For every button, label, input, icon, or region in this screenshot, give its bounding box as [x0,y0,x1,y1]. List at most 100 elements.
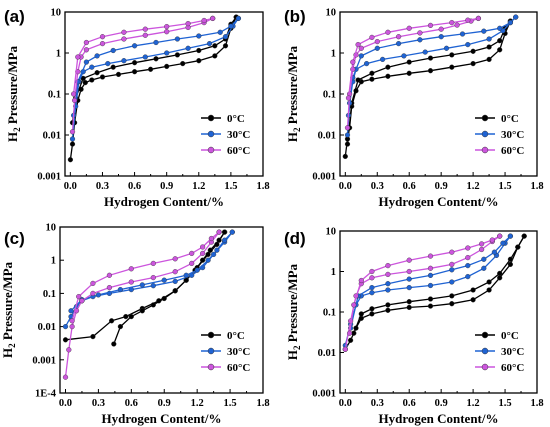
x-tick-label: 0.6 [125,398,138,409]
x-tick-label: 1.8 [530,181,543,192]
data-point [358,311,364,317]
x-tick-label: 0.6 [403,181,416,192]
data-point [66,347,72,353]
y-tick-label: 1 [331,267,336,278]
data-point [69,129,76,135]
data-point [222,237,228,243]
data-point [470,297,476,303]
data-point [369,34,375,41]
data-point [90,334,96,340]
legend-swatch-marker [207,146,215,154]
x-tick-label: 0.9 [435,181,448,192]
data-point [212,53,218,59]
des-line [72,17,213,95]
data-point [196,58,202,64]
data-point [438,34,444,40]
data-point [172,278,178,285]
x-tick-label: 0.0 [339,398,352,409]
chart-panel-4: 0.0 0.3 0.6 0.9 1.2 1.5 1.8 0.001 0.01 0.1 1 10 Hydr… [284,227,544,427]
data-point [121,58,127,64]
data-point [180,60,186,67]
data-point [489,237,495,243]
series-60C [69,15,216,135]
data-point [214,247,220,253]
x-tick-label: 1.2 [467,398,480,409]
data-point [94,53,100,59]
data-point [449,249,455,255]
data-point [216,237,222,243]
data-point [94,70,100,76]
data-point [427,303,434,309]
data-point [459,31,466,37]
series-60C [62,229,222,380]
data-point [347,330,353,336]
data-point [507,261,514,268]
data-point [475,15,482,22]
legend-swatch-marker [481,114,489,122]
data-point [106,272,113,278]
legend: 0°C 30°C 60°C [201,113,250,157]
data-point [62,337,69,343]
legend-label: 30°C [227,129,250,141]
data-point [374,38,380,45]
legend-label: 60°C [501,362,524,374]
data-point [95,292,102,298]
data-point [69,324,75,330]
data-point [153,56,159,62]
data-point [369,275,375,281]
data-point [385,281,391,287]
data-point [207,247,213,253]
y-tick-label: 1 [51,256,56,267]
data-point [164,29,170,35]
data-point [139,282,145,288]
y-tick-label: 1 [331,49,336,60]
data-point [449,261,455,268]
y-tick-label: 10 [51,8,62,19]
x-tick-label: 1.8 [256,398,269,409]
data-point [217,29,223,35]
data-point [486,36,492,42]
data-point [465,274,471,280]
data-point [406,299,412,305]
data-point [342,346,348,352]
data-point [183,272,189,278]
abs-line [64,231,233,327]
data-point [200,250,206,257]
data-point [200,244,206,250]
x-tick-label: 1.8 [530,398,543,409]
data-point [69,318,75,324]
data-point [369,268,375,275]
data-point [351,302,357,308]
x-tick-label: 0.9 [158,398,171,409]
data-point [465,255,471,261]
data-point [128,314,134,320]
series-0C [67,14,239,163]
data-point [479,246,485,253]
des-line [347,17,479,99]
data-point [69,141,76,147]
data-point [465,17,471,23]
abs-line [71,17,213,132]
data-point [174,36,181,42]
data-point [89,77,95,83]
data-point [417,37,423,43]
y-tick-label: 1 [56,49,61,60]
data-point [150,302,156,308]
des-line [70,231,233,312]
legend-label: 60°C [501,145,524,157]
data-point [507,20,514,26]
data-point [417,30,423,36]
data-point [76,294,82,300]
legend-label: 0°C [501,330,519,342]
data-point [123,314,129,320]
data-point [132,69,138,75]
data-point [139,308,145,314]
data-point [128,266,134,272]
data-point [148,66,154,72]
abs-line [69,16,237,160]
y-tick-label: 0.01 [318,131,336,142]
x-tick-label: 0.3 [96,181,109,192]
legend-swatch-marker [207,130,215,138]
data-point [83,47,90,53]
data-point [427,296,434,302]
